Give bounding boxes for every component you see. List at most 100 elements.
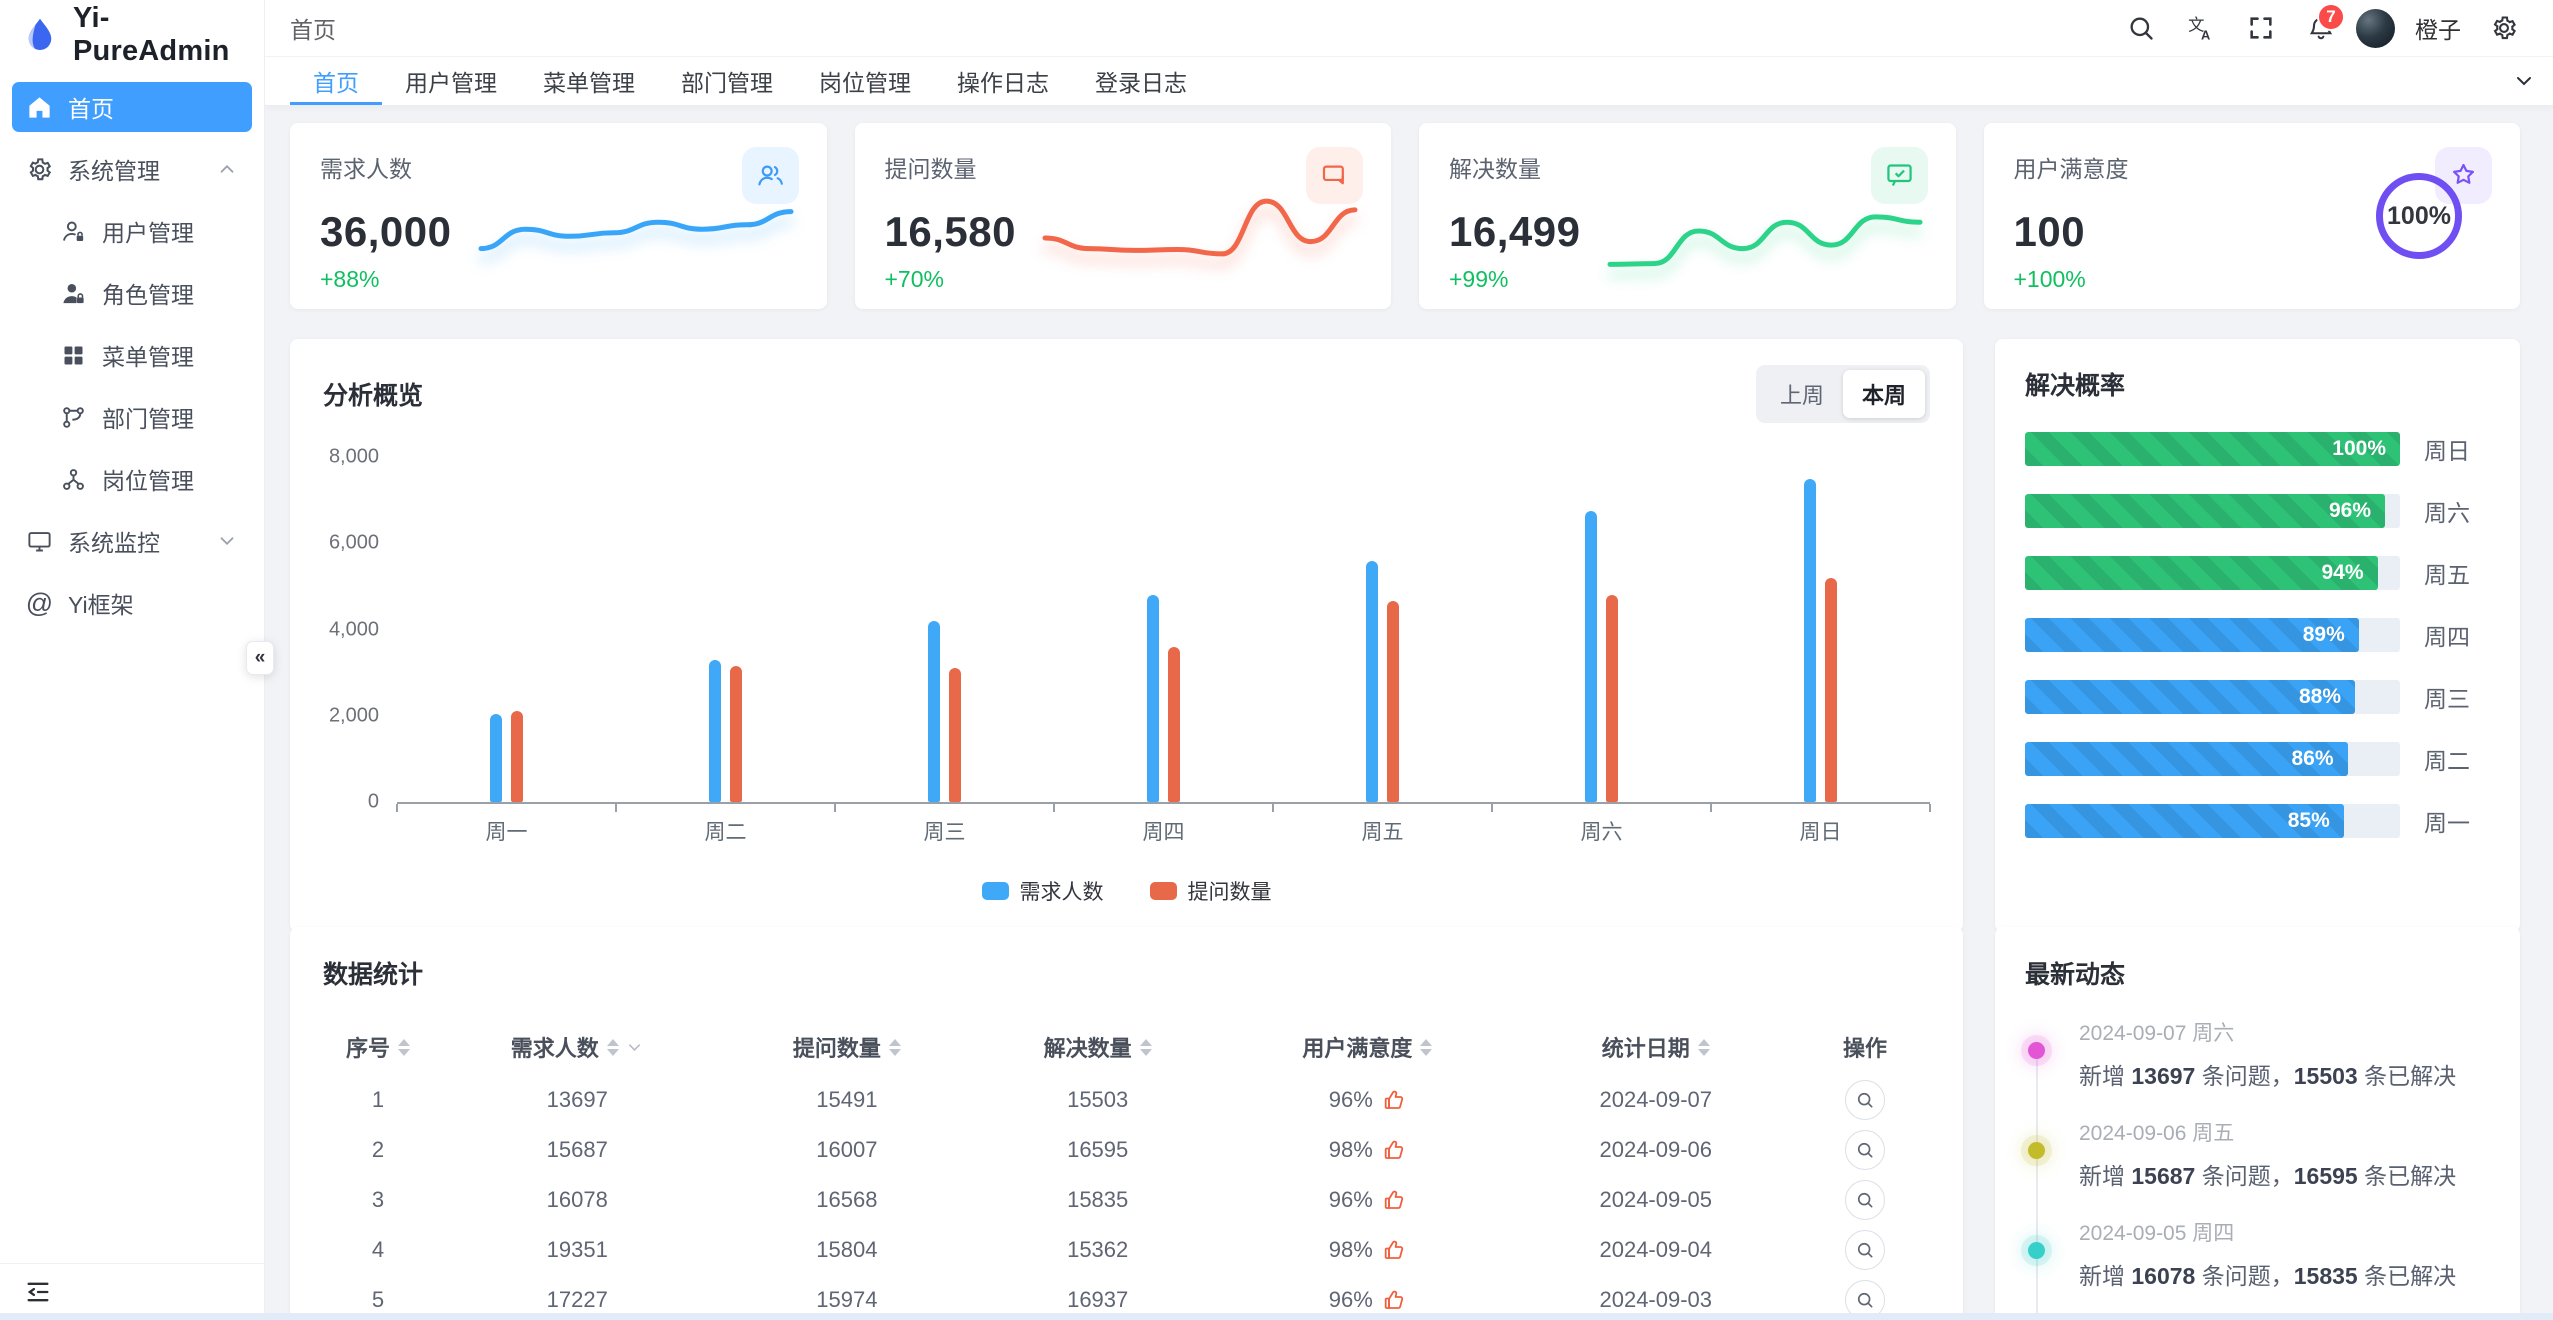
avatar[interactable] bbox=[2356, 8, 2395, 48]
fold-sidebar-icon[interactable] bbox=[24, 1278, 52, 1306]
tab-department-management[interactable]: 部门管理 bbox=[658, 57, 796, 105]
column-header-demand[interactable]: 需求人数 bbox=[433, 1031, 721, 1063]
tabs-bar: 首页 用户管理 菜单管理 部门管理 岗位管理 操作日志 登录日志 bbox=[265, 57, 2553, 106]
username[interactable]: 橙子 bbox=[2415, 17, 2461, 43]
bar-group-7 bbox=[1711, 457, 1930, 802]
sort-carets-icon[interactable] bbox=[606, 1038, 619, 1056]
progress-fill: 89% bbox=[2025, 618, 2359, 652]
cell-demand: 19351 bbox=[546, 1237, 608, 1262]
progress-day-label: 周六 bbox=[2424, 500, 2470, 526]
home-icon bbox=[26, 94, 53, 121]
column-header-solved[interactable]: 解决数量 bbox=[972, 1031, 1223, 1063]
fullscreen-icon[interactable] bbox=[2236, 3, 2286, 53]
horizontal-scrollbar[interactable] bbox=[0, 1313, 2553, 1320]
sort-carets-icon[interactable] bbox=[398, 1038, 410, 1056]
timeline-date: 2024-09-07 周六 bbox=[2079, 1022, 2235, 1045]
cell-solved: 15835 bbox=[1067, 1187, 1129, 1212]
sidebar-item-yi-framework[interactable]: @ Yi框架 bbox=[12, 578, 252, 628]
progress-track: 96% bbox=[2025, 494, 2400, 528]
latest-activity-title: 最新动态 bbox=[2025, 961, 2126, 989]
tabs-dropdown-button[interactable] bbox=[2495, 57, 2553, 105]
x-axis-category-label: 周二 bbox=[704, 821, 747, 844]
sort-carets-icon[interactable] bbox=[1697, 1038, 1710, 1056]
timeline-line bbox=[2036, 1047, 2038, 1320]
sidebar-item-system-monitor[interactable]: 系统监控 bbox=[12, 516, 252, 566]
progress-fill: 100% bbox=[2025, 432, 2400, 466]
column-header-date[interactable]: 统计日期 bbox=[1512, 1031, 1800, 1063]
sidebar-collapse-button[interactable]: « bbox=[246, 641, 274, 675]
progress-track: 86% bbox=[2025, 742, 2400, 776]
tab-login-log[interactable]: 登录日志 bbox=[1072, 57, 1210, 105]
sidebar-item-menu-management[interactable]: 菜单管理 bbox=[12, 330, 252, 380]
tab-user-management[interactable]: 用户管理 bbox=[382, 57, 520, 105]
cell-id: 2 bbox=[371, 1137, 385, 1162]
legend-item-需求人数[interactable]: 需求人数 bbox=[981, 876, 1104, 906]
sidebar-item-department-management[interactable]: 部门管理 bbox=[12, 392, 252, 442]
app-title: Yi-PureAdmin bbox=[73, 2, 230, 67]
app-logo[interactable]: Yi-PureAdmin bbox=[0, 0, 264, 70]
sidebar-item-label: 菜单管理 bbox=[102, 344, 194, 370]
sidebar-item-home[interactable]: 首页 bbox=[12, 82, 252, 132]
timeline-date: 2024-09-05 周四 bbox=[2079, 1222, 2235, 1245]
breadcrumb[interactable]: 首页 bbox=[290, 17, 336, 43]
chart-legend: 需求人数 提问数量 bbox=[323, 876, 1930, 906]
sidebar-item-user-management[interactable]: 用户管理 bbox=[12, 206, 252, 256]
solve-rate-row-周四: 89% 周四 bbox=[2025, 618, 2490, 652]
chevron-down-icon bbox=[216, 530, 238, 552]
analysis-overview-card: 分析概览 上周 本周 0 2,000 4,000 6,000 8,000 周一 周二 周三 周四… bbox=[290, 339, 1963, 932]
solve-rate-row-周日: 100% 周日 bbox=[2025, 432, 2490, 466]
satisfaction-value: 96% bbox=[1328, 1187, 1373, 1212]
sidebar-item-system-management[interactable]: 系统管理 bbox=[12, 144, 252, 194]
sidebar-item-position-management[interactable]: 岗位管理 bbox=[12, 454, 252, 504]
view-detail-button[interactable] bbox=[1844, 1130, 1885, 1170]
x-axis-tick bbox=[1271, 804, 1274, 812]
view-detail-button[interactable] bbox=[1844, 1230, 1885, 1270]
sort-carets-icon[interactable] bbox=[888, 1038, 901, 1056]
progress-track: 89% bbox=[2025, 618, 2400, 652]
progress-percent-label: 88% bbox=[2298, 685, 2341, 708]
sidebar-item-role-management[interactable]: 角色管理 bbox=[12, 268, 252, 318]
column-header-questions[interactable]: 提问数量 bbox=[721, 1031, 972, 1063]
bar-提问数量 bbox=[949, 668, 961, 802]
sidebar-item-label: 首页 bbox=[68, 96, 114, 122]
bar-提问数量 bbox=[511, 711, 523, 802]
satisfaction-ring: 100% bbox=[2376, 173, 2462, 259]
users-icon bbox=[741, 147, 799, 204]
bar-需求人数 bbox=[1147, 595, 1159, 802]
column-header-satisfaction[interactable]: 用户满意度 bbox=[1223, 1031, 1511, 1063]
filter-chevron-icon[interactable] bbox=[625, 1038, 644, 1057]
toggle-last-week[interactable]: 上周 bbox=[1761, 370, 1843, 418]
timeline-prefix: 新增 bbox=[2079, 1163, 2132, 1189]
tab-menu-management[interactable]: 菜单管理 bbox=[520, 57, 658, 105]
view-detail-button[interactable] bbox=[1844, 1180, 1885, 1220]
notifications-bell-icon[interactable]: 7 bbox=[2296, 3, 2346, 53]
tab-label: 操作日志 bbox=[957, 70, 1049, 96]
thumb-up-icon bbox=[1382, 1188, 1406, 1212]
message-check-icon bbox=[1870, 147, 1928, 204]
legend-item-提问数量[interactable]: 提问数量 bbox=[1149, 876, 1272, 906]
stat-cards-row: 需求人数 36,000 +88% 提问数量 16,580 +70% 解决数量 16,499 +9… bbox=[290, 123, 2520, 309]
tab-home[interactable]: 首页 bbox=[290, 57, 382, 105]
tab-label: 菜单管理 bbox=[543, 70, 635, 96]
toggle-this-week[interactable]: 本周 bbox=[1842, 370, 1925, 418]
analysis-overview-title: 分析概览 bbox=[323, 382, 424, 410]
satisfaction-value: 98% bbox=[1328, 1237, 1373, 1262]
stat-card-change: +88% bbox=[320, 266, 380, 292]
y-axis-tick-label: 2,000 bbox=[328, 704, 379, 727]
column-header-id[interactable]: 序号 bbox=[323, 1031, 433, 1063]
timeline-item: 2024-09-05 周四 新增 16078 条问题，15835 条已解决 bbox=[2025, 1217, 2490, 1291]
settings-gear-icon[interactable] bbox=[2479, 3, 2529, 53]
bar-需求人数 bbox=[928, 620, 940, 802]
sort-carets-icon[interactable] bbox=[1139, 1038, 1152, 1056]
column-header-action: 操作 bbox=[1800, 1031, 1930, 1063]
view-detail-button[interactable] bbox=[1844, 1080, 1885, 1120]
table-row: 1 13697 15491 15503 96% 2024-09-07 bbox=[323, 1075, 1930, 1125]
sort-carets-icon[interactable] bbox=[1420, 1038, 1433, 1056]
tab-operation-log[interactable]: 操作日志 bbox=[934, 57, 1072, 105]
timeline-added-count: 16078 bbox=[2131, 1263, 2196, 1289]
search-icon[interactable] bbox=[2116, 3, 2166, 53]
tab-position-management[interactable]: 岗位管理 bbox=[796, 57, 934, 105]
sidebar-item-label: 用户管理 bbox=[102, 220, 194, 246]
